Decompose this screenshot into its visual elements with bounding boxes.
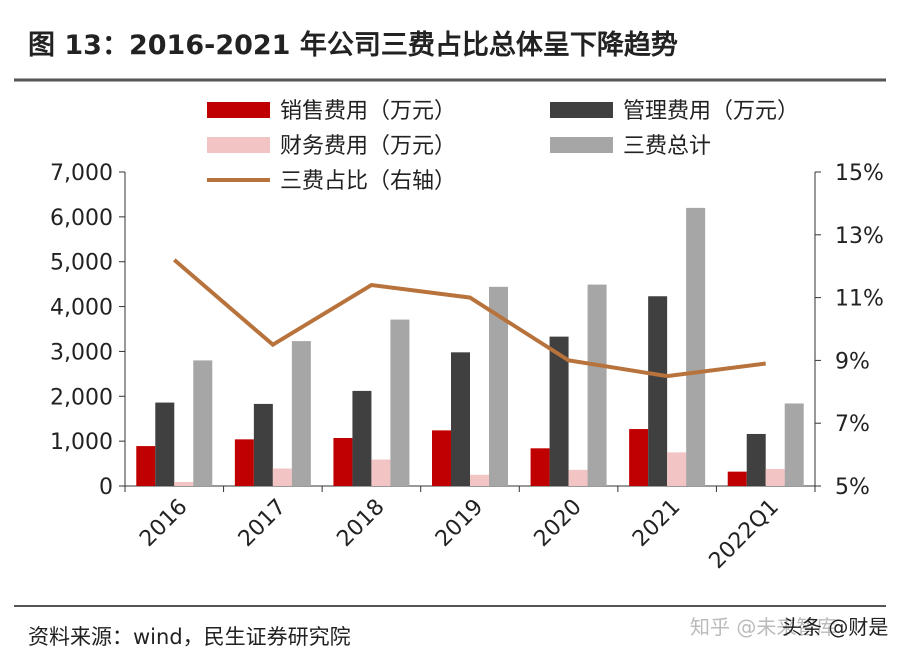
y2-tick-label: 7% — [835, 412, 870, 437]
bar — [686, 207, 706, 486]
bar — [549, 336, 569, 486]
legend-swatch — [207, 137, 270, 153]
x-tick-label: 2016 — [135, 495, 192, 552]
x-tick-label: 2017 — [234, 495, 291, 552]
y-tick-label: 3,000 — [50, 340, 113, 365]
y2-tick-label: 13% — [835, 224, 884, 249]
y-tick-label: 5,000 — [50, 251, 113, 276]
y2-tick-label: 5% — [835, 475, 870, 500]
bar — [371, 459, 391, 486]
bar — [333, 438, 353, 486]
bar — [193, 360, 213, 486]
bar — [155, 402, 175, 486]
bar — [352, 390, 372, 486]
y-tick-label: 7,000 — [50, 161, 113, 186]
bar — [629, 429, 649, 486]
legend-label: 财务费用（万元） — [280, 134, 456, 159]
y2-tick-label: 11% — [835, 287, 884, 312]
bar — [291, 341, 311, 486]
bar — [174, 481, 194, 486]
legend-swatch — [550, 137, 613, 153]
bar — [784, 403, 804, 486]
bar — [587, 284, 607, 486]
bar — [727, 471, 747, 486]
x-tick-label: 2019 — [431, 495, 488, 552]
x-tick-label: 2021 — [628, 495, 685, 552]
bar — [667, 452, 687, 486]
bar — [530, 448, 550, 486]
bar — [765, 468, 785, 486]
y-tick-label: 6,000 — [50, 206, 113, 231]
source: 资料来源：wind，民生证券研究院 — [28, 625, 351, 649]
bar — [451, 352, 470, 486]
y-tick-label: 4,000 — [50, 296, 113, 321]
y-tick-label: 1,000 — [50, 430, 113, 455]
watermark: 知乎 @未来智库 — [690, 615, 836, 639]
y-tick-label: 2,000 — [50, 385, 113, 410]
x-tick-label: 2018 — [332, 495, 389, 552]
bar — [390, 319, 410, 486]
legend-swatch — [550, 102, 613, 118]
bar — [253, 403, 273, 486]
bar — [432, 430, 451, 486]
legend-label: 三费占比（右轴） — [280, 169, 456, 194]
y2-tick-label: 15% — [835, 161, 884, 186]
bar — [136, 446, 156, 486]
x-tick-label: 2022Q1 — [705, 495, 784, 574]
line — [172, 258, 766, 379]
legend-label: 管理费用（万元） — [623, 99, 799, 124]
bar — [746, 433, 766, 486]
bar — [568, 469, 588, 486]
y-tick-label: 0 — [99, 475, 113, 500]
bar — [272, 468, 292, 486]
legend-label: 销售费用（万元） — [280, 99, 456, 124]
bar — [470, 474, 489, 486]
legend-swatch — [207, 102, 270, 118]
x-tick-label: 2020 — [530, 495, 587, 552]
bar — [648, 296, 668, 486]
watermark: 头条 @财是 — [782, 615, 888, 639]
bar — [489, 286, 508, 486]
bar — [234, 439, 254, 486]
chart-title: 图 13：2016-2021 年公司三费占比总体呈下降趋势 — [28, 29, 678, 61]
y2-tick-label: 9% — [835, 349, 870, 374]
legend-label: 三费总计 — [623, 134, 711, 159]
